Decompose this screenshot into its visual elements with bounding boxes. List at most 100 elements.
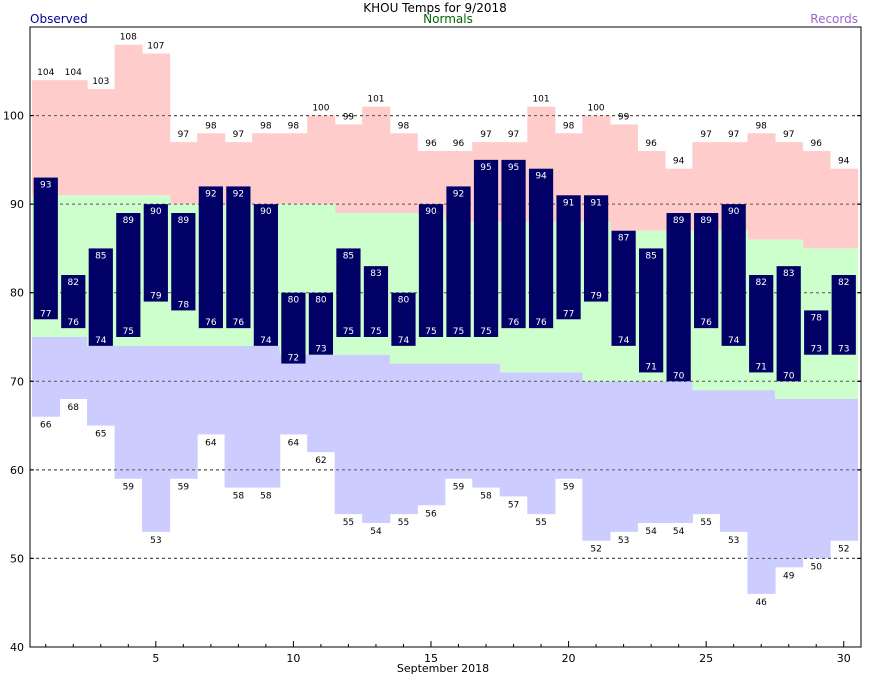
observed-low-label: 70 [783, 371, 795, 381]
observed-high-label: 90 [728, 207, 740, 217]
record-low-label: 64 [205, 438, 217, 448]
record-high-label: 98 [563, 121, 575, 131]
observed-bar [143, 204, 168, 302]
x-axis-label: September 2018 [397, 662, 489, 675]
x-tick-label: 25 [699, 652, 713, 665]
record-high-label: 107 [147, 42, 164, 52]
observed-low-label: 71 [755, 362, 766, 372]
observed-low-label: 75 [453, 327, 464, 337]
record-low-band [142, 345, 171, 532]
observed-low-label: 73 [838, 345, 849, 355]
record-low-band [554, 372, 583, 479]
observed-bar [88, 248, 113, 346]
observed-bar [171, 213, 196, 311]
observed-bar [473, 159, 499, 337]
plot-frame [29, 26, 862, 648]
observed-bar [611, 230, 636, 346]
record-low-label: 56 [425, 509, 437, 519]
y-tick-label: 80 [10, 287, 24, 300]
observed-high-label: 80 [315, 296, 327, 306]
observed-bar [391, 292, 416, 346]
record-high-label: 99 [618, 112, 630, 122]
record-low-band [114, 345, 143, 479]
y-tick-label: 70 [10, 375, 24, 388]
record-high-band [362, 106, 391, 213]
record-high-label: 97 [480, 130, 491, 140]
record-high-label: 96 [645, 139, 657, 149]
observed-low-label: 74 [95, 336, 107, 346]
record-low-label: 62 [315, 456, 326, 466]
observed-bar [418, 204, 444, 337]
record-high-band [252, 133, 281, 205]
record-low-label: 55 [343, 518, 354, 528]
record-low-band [609, 381, 638, 532]
x-tick-label: 15 [424, 652, 438, 665]
observed-high-label: 90 [260, 207, 272, 217]
record-high-label: 103 [92, 77, 109, 87]
record-low-label: 55 [535, 518, 546, 528]
observed-high-label: 95 [480, 163, 491, 173]
observed-low-label: 76 [535, 318, 547, 328]
record-high-band [59, 80, 88, 196]
observed-bar [501, 159, 526, 329]
record-high-band [307, 115, 336, 205]
observed-low-label: 77 [563, 309, 574, 319]
record-bands [32, 44, 859, 594]
record-low-band [224, 345, 253, 488]
record-high-band [114, 44, 143, 196]
observed-low-label: 74 [398, 336, 410, 346]
record-high-band [389, 133, 418, 213]
record-high-label: 104 [37, 68, 54, 78]
record-low-label: 53 [618, 536, 629, 546]
observed-high-label: 89 [700, 216, 712, 226]
record-high-label: 97 [783, 130, 794, 140]
record-high-label: 96 [453, 139, 465, 149]
record-high-band [32, 80, 61, 196]
record-low-band [692, 390, 721, 515]
observed-bar [749, 275, 774, 373]
record-high-label: 98 [398, 121, 410, 131]
observed-bar [198, 186, 223, 329]
record-low-label: 52 [590, 545, 601, 555]
record-high-band [774, 142, 804, 240]
axes: 40 50 60 70 80 90 100 5 10 15 20 25 30 [3, 110, 861, 665]
observed-low-label: 76 [68, 318, 80, 328]
observed-bar [253, 204, 278, 346]
record-high-band [87, 89, 116, 196]
record-low-band [59, 337, 88, 399]
record-high-label: 96 [425, 139, 437, 149]
record-high-label: 100 [587, 104, 604, 114]
record-low-label: 59 [123, 483, 135, 493]
record-high-label: 94 [838, 157, 850, 167]
observed-low-label: 75 [123, 327, 134, 337]
record-high-band [169, 142, 198, 205]
record-high-label: 97 [700, 130, 711, 140]
record-high-label: 97 [728, 130, 739, 140]
observed-high-label: 89 [123, 216, 135, 226]
observed-bar [336, 248, 361, 337]
observed-high-label: 87 [618, 234, 629, 244]
x-tick-label: 20 [562, 652, 576, 665]
y-tick-label: 60 [10, 464, 24, 477]
record-low-band [444, 363, 473, 479]
record-high-label: 98 [260, 121, 272, 131]
observed-low-label: 75 [425, 327, 436, 337]
record-low-band [87, 345, 116, 426]
observed-bar [281, 292, 306, 364]
observed-high-label: 89 [178, 216, 190, 226]
observed-bar [61, 275, 86, 329]
record-low-band [747, 390, 776, 594]
record-high-label: 100 [312, 104, 329, 114]
record-low-label: 58 [480, 492, 492, 502]
observed-high-label: 78 [810, 313, 822, 323]
observed-low-label: 79 [590, 292, 602, 302]
record-low-label: 53 [150, 536, 161, 546]
observed-low-label: 75 [343, 327, 354, 337]
record-low-label: 50 [810, 562, 822, 572]
record-low-band [389, 363, 418, 515]
record-low-band [527, 372, 556, 515]
record-low-label: 58 [233, 492, 245, 502]
record-low-band [197, 345, 226, 435]
observed-bar [804, 310, 829, 355]
observed-low-label: 76 [508, 318, 520, 328]
